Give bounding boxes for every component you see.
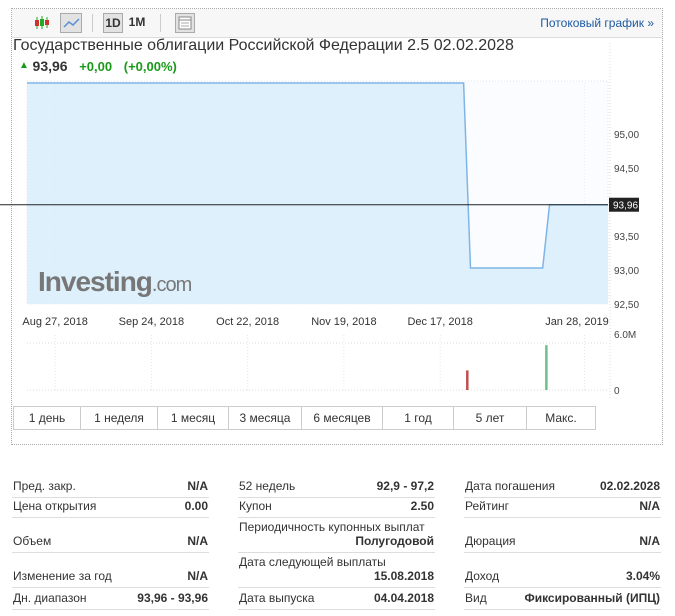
stat-label: Рейтинг (465, 499, 510, 513)
range-button[interactable]: 1 месяц (158, 407, 229, 429)
stat-value: 92,9 - 97,2 (376, 479, 434, 493)
stat-label: Цена открытия (13, 499, 97, 513)
stat-value: 15.08.2018 (373, 569, 434, 583)
stat-label: Пред. закр. (13, 479, 76, 493)
stat-row: Объем N/A (12, 518, 209, 553)
last-price-tag (609, 197, 639, 212)
x-tick-label: Nov 19, 2018 (311, 316, 376, 328)
stat-label: Дата погашения (465, 479, 555, 493)
last-price-tag-label: 93,96 (613, 201, 638, 212)
range-button[interactable]: 1 год (383, 407, 454, 429)
range-button[interactable]: 1 день (14, 407, 81, 429)
stat-row: Дн. диапазон 93,96 - 93,96 (12, 588, 209, 610)
stat-row: Периодичность купонных выплат Полугодовой (238, 518, 435, 553)
x-tick-label: Dec 17, 2018 (407, 316, 472, 328)
stat-value: Фиксированный (ИПЦ) (524, 591, 660, 605)
range-button[interactable]: 1 неделя (81, 407, 158, 429)
stats-column-1: Пред. закр. N/A Цена открытия 0.00 Объем N/A И… (12, 478, 209, 610)
stat-row: Пред. закр. N/A (12, 478, 209, 498)
stat-label: Вид (465, 591, 487, 605)
price-change-pct: (+0,00%) (123, 59, 177, 74)
range-button[interactable]: 5 лет (454, 407, 527, 429)
stat-row: Рейтинг N/A (464, 498, 661, 518)
stat-value: N/A (187, 534, 208, 548)
stats-column-2: 52 недель 92,9 - 97,2 Купон 2.50 Периодичнос… (238, 478, 435, 610)
range-button[interactable]: 6 месяцев (302, 407, 383, 429)
stat-row: 52 недель 92,9 - 97,2 (238, 478, 435, 498)
table-icon[interactable] (175, 13, 195, 33)
price-change: +0,00 (79, 59, 113, 74)
range-selector: 1 день 1 неделя 1 месяц 3 месяца 6 месяцев 1 … (13, 406, 596, 430)
stat-value: 04.04.2018 (373, 591, 434, 605)
stats-column-3: Дата погашения 02.02.2028 Рейтинг N/A Дюраци… (464, 478, 661, 610)
price-chart[interactable]: 95,00 94,50 93,50 93,00 92,50 93,96 Aug 27, 20… (0, 0, 675, 400)
investing-logo: Investing.com (38, 266, 192, 297)
stat-value: 02.02.2028 (599, 479, 660, 493)
stat-value: 2.50 (410, 499, 434, 513)
stat-row: Вид Фиксированный (ИПЦ) (464, 588, 661, 610)
line-chart-icon[interactable] (60, 13, 82, 33)
stat-value: N/A (187, 479, 208, 493)
stat-row: Изменение за год N/A (12, 553, 209, 588)
stat-label: Изменение за год (13, 569, 112, 583)
interval-1m-button[interactable]: 1M (128, 15, 146, 29)
volume-bar (466, 370, 469, 390)
stat-label: Объем (13, 534, 52, 548)
y-tick-label: 94,50 (614, 164, 639, 175)
price-line: ▲ 93,96 +0,00 (+0,00%) (19, 58, 177, 74)
y-tick-label: 95,00 (614, 130, 639, 141)
candlestick-icon[interactable] (32, 13, 52, 33)
volume-tick-label: 0 (614, 386, 620, 397)
stat-label: Дата выпуска (239, 591, 315, 605)
stat-label: Доход (465, 569, 500, 583)
arrow-up-icon: ▲ (19, 60, 29, 71)
stat-row: Дата выпуска 04.04.2018 (238, 588, 435, 610)
stat-row: Дюрация N/A (464, 518, 661, 553)
volume-bar (545, 345, 548, 390)
stat-label: Дюрация (465, 534, 516, 548)
streaming-chart-link[interactable]: Потоковый график » (540, 16, 654, 30)
stat-row: Дата следующей выплаты 15.08.2018 (238, 553, 435, 588)
stat-row: Цена открытия 0.00 (12, 498, 209, 518)
interval-1d-button[interactable]: 1D (103, 13, 123, 33)
y-tick-label: 92,50 (614, 300, 639, 311)
instrument-title: Государственные облигации Российской Фед… (13, 37, 514, 54)
stat-label: Дн. диапазон (13, 591, 87, 605)
stat-value: 3.04% (625, 569, 660, 583)
stat-label: Периодичность купонных выплат (239, 520, 425, 534)
stat-value: 93,96 - 93,96 (137, 591, 208, 605)
chart-toolbar: 1D 1M Потоковый график » (12, 9, 662, 38)
stat-label: Купон (239, 499, 272, 513)
range-button[interactable]: Макс. (545, 411, 577, 425)
y-tick-label: 93,50 (614, 232, 639, 243)
chart-panel: 1D 1M Потоковый график » (11, 8, 663, 445)
stat-row: Доход 3.04% (464, 553, 661, 588)
x-tick-label: Aug 27, 2018 (22, 316, 87, 328)
volume-tick-label: 6.0M (614, 330, 636, 341)
stat-row: Дата погашения 02.02.2028 (464, 478, 661, 498)
y-tick-label: 93,00 (614, 266, 639, 277)
stat-label: Дата следующей выплаты (239, 555, 386, 569)
range-button[interactable]: 3 месяца (229, 407, 302, 429)
stat-value: N/A (639, 499, 660, 513)
stat-value: 0.00 (184, 499, 208, 513)
last-price: 93,96 (32, 58, 68, 74)
stat-label: 52 недель (239, 479, 296, 493)
stat-row: Купон 2.50 (238, 498, 435, 518)
stat-value: N/A (639, 534, 660, 548)
stat-value: Полугодовой (355, 534, 434, 548)
x-tick-label: Jan 28, 2019 (545, 316, 609, 328)
x-tick-label: Oct 22, 2018 (216, 316, 279, 328)
x-tick-label: Sep 24, 2018 (119, 316, 184, 328)
price-area (27, 83, 608, 304)
stat-value: N/A (187, 569, 208, 583)
